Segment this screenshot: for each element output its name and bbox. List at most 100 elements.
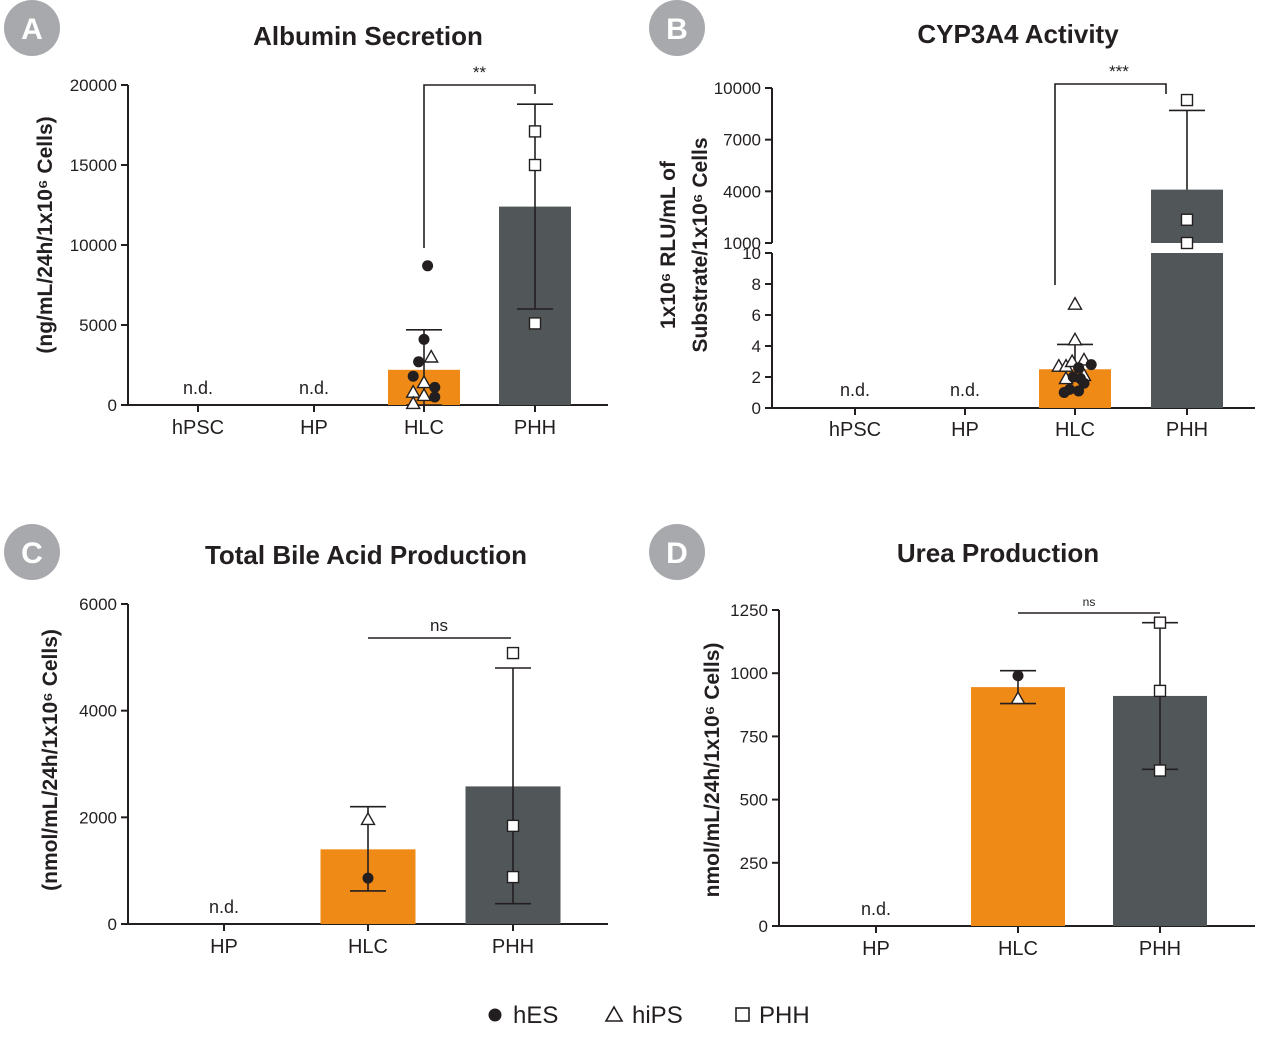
data-point-hlc-circle <box>1073 385 1085 397</box>
panel-letter: C <box>21 537 43 570</box>
nd-label: n.d. <box>183 378 213 398</box>
data-point-phh-square <box>506 870 520 884</box>
data-point-hlc-triangle <box>416 387 432 402</box>
y-tick-label: 2000 <box>79 808 117 827</box>
data-point-hlc-circle <box>1085 359 1097 371</box>
panel-cyp3a4-activity: B CYP3A4 Activity 1x10⁶ RLU/mL of Substr… <box>649 0 1255 441</box>
x-tick-label: HLC <box>998 938 1038 960</box>
y-tick-label: 6000 <box>79 595 117 614</box>
data-point-hlc-circle <box>1012 670 1024 682</box>
x-tick-label: HLC <box>1055 419 1095 441</box>
x-tick-label: PHH <box>1139 938 1181 960</box>
panel-badge <box>4 0 60 56</box>
bar-hlc <box>971 687 1065 926</box>
significance-label: ns <box>1083 595 1096 609</box>
y-tick-label: 10 <box>742 244 761 263</box>
legend: hES hiPS PHH <box>488 1002 810 1029</box>
data-point-phh-square <box>1153 764 1167 777</box>
panel-urea-production: D Urea Production nmol/mL/24h/1x10⁶ Cell… <box>649 524 1255 960</box>
y-axis-label-line-1: 1x10⁶ RLU/mL of <box>657 160 680 329</box>
data-point-hlc-circle <box>362 872 374 884</box>
y-tick-label: 0 <box>108 396 117 415</box>
y-tick-label: 1000 <box>730 664 768 683</box>
y-tick-label: 4000 <box>79 702 117 721</box>
y-tick-label: 7000 <box>723 131 761 150</box>
data-point-phh-square <box>1153 684 1167 698</box>
y-axis-label-line-2: Substrate/1x10⁶ Cells <box>689 137 712 352</box>
data-point-phh-square <box>528 317 542 330</box>
x-tick-label: PHH <box>514 417 556 439</box>
x-tick-label: hPSC <box>829 419 881 441</box>
x-tick-label: HP <box>951 419 979 441</box>
data-point-hlc-circle <box>1078 377 1090 389</box>
x-tick-label: PHH <box>492 936 534 958</box>
x-tick-label: hPSC <box>172 417 224 439</box>
significance-label: ** <box>473 63 487 82</box>
x-tick-label: HP <box>862 938 890 960</box>
panel-badge <box>4 524 60 580</box>
nd-label: n.d. <box>209 897 239 917</box>
x-tick-label: PHH <box>1166 419 1208 441</box>
y-tick-label: 2 <box>752 368 761 387</box>
data-point-hlc-circle <box>418 333 430 345</box>
chart-title: Urea Production <box>897 538 1099 568</box>
data-point-phh-square <box>1180 93 1194 107</box>
data-point-hlc-circle <box>407 370 419 382</box>
y-axis-label: (ng/mL/24h/1x10⁶ Cells) <box>34 116 57 353</box>
nd-label: n.d. <box>861 899 891 919</box>
y-tick-label: 1250 <box>730 601 768 620</box>
chart-title: CYP3A4 Activity <box>917 19 1119 49</box>
y-tick-label: 0 <box>759 917 768 936</box>
nd-label: n.d. <box>840 380 870 400</box>
nd-label: n.d. <box>950 380 980 400</box>
data-point-hlc-triangle <box>423 349 439 363</box>
y-tick-label: 1000 <box>723 234 761 253</box>
data-point-hlc-circle <box>429 381 441 393</box>
panel-total-bile-acid: C Total Bile Acid Production (nmol/mL/24… <box>4 524 608 958</box>
panel-letter: B <box>666 13 688 46</box>
panel-letter: D <box>666 537 688 570</box>
x-tick-label: HP <box>210 936 238 958</box>
chart-title: Albumin Secretion <box>253 21 483 51</box>
data-point-phh-square <box>1180 236 1194 250</box>
y-tick-label: 10000 <box>714 79 761 98</box>
y-tick-label: 10000 <box>70 236 117 255</box>
legend-phh-marker-icon <box>735 1007 750 1022</box>
y-tick-label: 0 <box>108 915 117 934</box>
y-tick-label: 500 <box>740 791 768 810</box>
y-tick-label: 4000 <box>723 182 761 201</box>
significance-label: ns <box>430 616 448 635</box>
legend-label-hips: hiPS <box>632 1002 683 1029</box>
data-point-hlc-triangle <box>405 395 421 410</box>
data-point-phh-square <box>528 158 542 172</box>
bar-phh-lower <box>1151 253 1223 408</box>
x-tick-label: HP <box>300 417 328 439</box>
x-tick-label: HLC <box>348 936 388 958</box>
legend-label-phh: PHH <box>759 1002 810 1029</box>
panel-badge <box>649 0 705 56</box>
data-point-hlc-circle <box>413 356 425 368</box>
legend-hips-marker-icon <box>604 1005 624 1022</box>
significance-bracket <box>1054 83 1167 285</box>
y-tick-label: 20000 <box>70 76 117 95</box>
panel-albumin-secretion: A Albumin Secretion (ng/mL/24h/1x10⁶ Cel… <box>4 0 608 439</box>
data-point-hlc-triangle <box>1067 296 1083 310</box>
y-tick-label: 0 <box>752 399 761 418</box>
y-axis-label: nmol/mL/24h/1x10⁶ Cells) <box>701 643 724 898</box>
x-tick-label: HLC <box>404 417 444 439</box>
nd-label: n.d. <box>299 378 329 398</box>
data-point-phh-square <box>1153 616 1167 629</box>
chart-title: Total Bile Acid Production <box>205 540 527 570</box>
y-tick-label: 6 <box>752 306 761 325</box>
significance-bracket <box>423 84 536 248</box>
data-point-phh-square <box>528 125 542 138</box>
data-point-hlc-circle <box>429 391 441 403</box>
data-point-hlc-triangle <box>360 811 376 826</box>
data-point-hlc-triangle <box>1010 690 1026 705</box>
y-tick-label: 15000 <box>70 156 117 175</box>
panel-letter: A <box>21 13 43 46</box>
data-point-hlc-circle <box>422 260 434 272</box>
data-point-phh-square <box>506 646 520 660</box>
data-point-hlc-circle <box>1073 362 1085 374</box>
